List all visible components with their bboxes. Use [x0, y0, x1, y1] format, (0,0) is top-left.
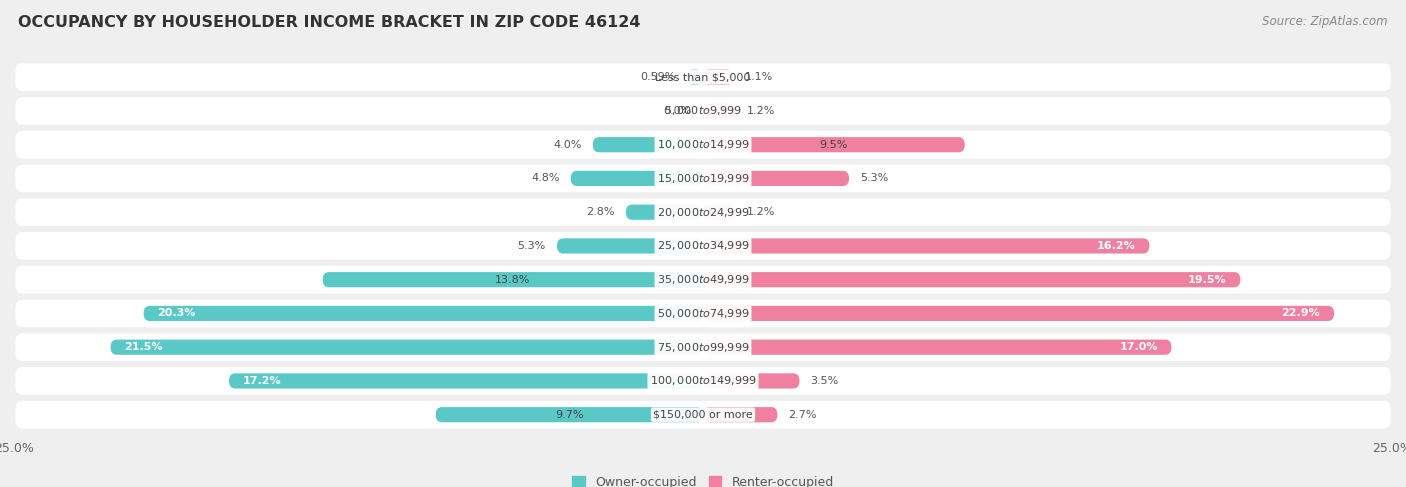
Text: 17.2%: 17.2%: [243, 376, 281, 386]
FancyBboxPatch shape: [703, 339, 1171, 355]
Text: 13.8%: 13.8%: [495, 275, 530, 285]
FancyBboxPatch shape: [15, 401, 1391, 429]
FancyBboxPatch shape: [703, 103, 737, 118]
Legend: Owner-occupied, Renter-occupied: Owner-occupied, Renter-occupied: [568, 470, 838, 487]
Text: 3.5%: 3.5%: [810, 376, 839, 386]
FancyBboxPatch shape: [686, 70, 703, 85]
FancyBboxPatch shape: [703, 374, 800, 389]
Text: 17.0%: 17.0%: [1119, 342, 1157, 352]
Text: 4.8%: 4.8%: [531, 173, 560, 184]
Text: 2.7%: 2.7%: [789, 410, 817, 420]
FancyBboxPatch shape: [229, 374, 703, 389]
Text: 1.2%: 1.2%: [747, 207, 776, 217]
Text: $35,000 to $49,999: $35,000 to $49,999: [657, 273, 749, 286]
FancyBboxPatch shape: [703, 171, 849, 186]
Text: Source: ZipAtlas.com: Source: ZipAtlas.com: [1263, 15, 1388, 28]
Text: 22.9%: 22.9%: [1281, 308, 1320, 318]
Text: 1.1%: 1.1%: [744, 72, 772, 82]
Text: 5.3%: 5.3%: [860, 173, 889, 184]
FancyBboxPatch shape: [703, 137, 965, 152]
FancyBboxPatch shape: [111, 339, 703, 355]
Text: 2.8%: 2.8%: [586, 207, 614, 217]
Text: $75,000 to $99,999: $75,000 to $99,999: [657, 341, 749, 354]
FancyBboxPatch shape: [571, 171, 703, 186]
Text: $5,000 to $9,999: $5,000 to $9,999: [664, 104, 742, 117]
Text: $10,000 to $14,999: $10,000 to $14,999: [657, 138, 749, 151]
FancyBboxPatch shape: [703, 407, 778, 422]
FancyBboxPatch shape: [436, 407, 703, 422]
FancyBboxPatch shape: [15, 266, 1391, 294]
Text: $150,000 or more: $150,000 or more: [654, 410, 752, 420]
Text: 16.2%: 16.2%: [1097, 241, 1136, 251]
FancyBboxPatch shape: [15, 232, 1391, 260]
FancyBboxPatch shape: [143, 306, 703, 321]
FancyBboxPatch shape: [15, 367, 1391, 395]
Text: 19.5%: 19.5%: [1188, 275, 1226, 285]
FancyBboxPatch shape: [15, 97, 1391, 125]
Text: Less than $5,000: Less than $5,000: [655, 72, 751, 82]
FancyBboxPatch shape: [15, 165, 1391, 192]
FancyBboxPatch shape: [15, 300, 1391, 327]
FancyBboxPatch shape: [557, 238, 703, 254]
FancyBboxPatch shape: [15, 131, 1391, 159]
Text: 4.0%: 4.0%: [554, 140, 582, 150]
Text: 20.3%: 20.3%: [157, 308, 195, 318]
FancyBboxPatch shape: [15, 63, 1391, 91]
Text: 1.2%: 1.2%: [747, 106, 776, 116]
Text: $50,000 to $74,999: $50,000 to $74,999: [657, 307, 749, 320]
Text: $100,000 to $149,999: $100,000 to $149,999: [650, 375, 756, 388]
FancyBboxPatch shape: [323, 272, 703, 287]
Text: 9.5%: 9.5%: [820, 140, 848, 150]
FancyBboxPatch shape: [703, 70, 734, 85]
Text: 0.0%: 0.0%: [664, 106, 692, 116]
FancyBboxPatch shape: [703, 238, 1150, 254]
FancyBboxPatch shape: [15, 333, 1391, 361]
Text: OCCUPANCY BY HOUSEHOLDER INCOME BRACKET IN ZIP CODE 46124: OCCUPANCY BY HOUSEHOLDER INCOME BRACKET …: [18, 15, 641, 30]
FancyBboxPatch shape: [703, 306, 1334, 321]
Text: 9.7%: 9.7%: [555, 410, 583, 420]
FancyBboxPatch shape: [703, 205, 737, 220]
FancyBboxPatch shape: [703, 272, 1240, 287]
Text: $15,000 to $19,999: $15,000 to $19,999: [657, 172, 749, 185]
Text: 5.3%: 5.3%: [517, 241, 546, 251]
FancyBboxPatch shape: [593, 137, 703, 152]
Text: $25,000 to $34,999: $25,000 to $34,999: [657, 240, 749, 252]
Text: 0.59%: 0.59%: [640, 72, 676, 82]
Text: 21.5%: 21.5%: [124, 342, 163, 352]
FancyBboxPatch shape: [15, 198, 1391, 226]
FancyBboxPatch shape: [626, 205, 703, 220]
Text: $20,000 to $24,999: $20,000 to $24,999: [657, 206, 749, 219]
